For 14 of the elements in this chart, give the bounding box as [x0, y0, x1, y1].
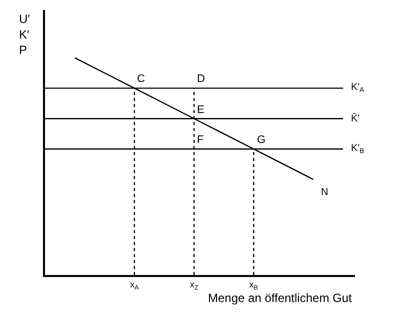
annotation: D [197, 73, 205, 85]
x-axis-title: Menge an öffentlichem Gut [208, 291, 353, 305]
annotation: G [257, 134, 266, 146]
series-label: K′$_{A}$ [351, 82, 365, 94]
x-tick-label: x$_{A}$ [130, 280, 140, 292]
annotation: F [197, 134, 204, 146]
series-label: N [321, 187, 328, 198]
annotation: E [197, 104, 204, 116]
x-tick-label: x$_{B}$ [249, 280, 258, 292]
annotation: C [137, 73, 145, 85]
x-tick-label: x$_{Z}$ [190, 280, 198, 292]
series-label: K′$_{B}$ [351, 143, 365, 156]
series-label: K̄′ [351, 113, 360, 125]
y-axis-title: U′ K′ P [19, 12, 31, 58]
